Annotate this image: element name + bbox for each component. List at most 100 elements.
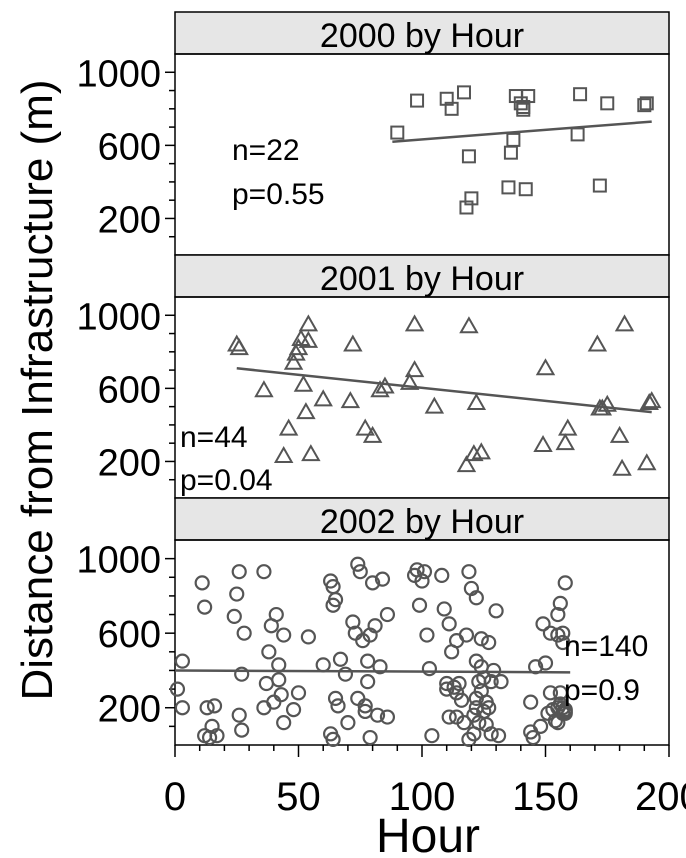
data-point-circle: [458, 627, 475, 643]
data-point-triangle: [362, 425, 383, 443]
data-point-circle: [542, 685, 559, 701]
data-point-circle: [525, 729, 541, 746]
data-point-circle: [461, 564, 477, 580]
data-point-circle: [256, 564, 272, 580]
data-point-circle: [206, 698, 223, 714]
data-point-circle: [490, 728, 507, 744]
data-point-square: [456, 85, 471, 100]
data-point-triangle: [614, 314, 635, 332]
data-point-circle: [325, 731, 341, 748]
data-point-circle: [268, 606, 284, 623]
data-point-circle: [169, 681, 186, 697]
trend-line: [392, 120, 652, 143]
y-tick-label: 600: [98, 369, 161, 411]
data-point-square: [410, 93, 425, 108]
data-point-circle: [434, 567, 450, 584]
data-point-triangle: [293, 374, 314, 392]
data-point-triangle: [555, 433, 575, 451]
data-point-circle: [550, 715, 566, 731]
data-point-circle: [523, 694, 539, 710]
data-point-circle: [201, 729, 218, 746]
n-label: n=140: [564, 630, 648, 663]
panel-3: 2002 by Hour 200 600 1000 n=140 p=0.9: [76, 497, 670, 748]
p-label: p=0.04: [180, 464, 273, 497]
data-point-circle: [229, 586, 245, 602]
data-point-circle: [174, 653, 191, 669]
y-tick-label: 600: [98, 126, 161, 168]
y-tick-label: 600: [98, 614, 161, 656]
y-tick-label: 1000: [76, 53, 161, 95]
data-point-circle: [199, 700, 215, 716]
x-tick-label: 0: [164, 775, 186, 819]
data-point-circle: [550, 606, 566, 623]
data-point-square: [637, 98, 652, 113]
y-axis-title: Distance from Infrastructure (m): [13, 79, 62, 700]
data-point-triangle: [273, 445, 294, 463]
n-label: n=44: [180, 421, 248, 454]
x-axis-title: Hour: [376, 810, 480, 858]
data-point-circle: [362, 729, 378, 746]
data-point-circle: [483, 726, 499, 742]
data-point-circle: [360, 653, 376, 669]
data-point-square: [573, 87, 588, 102]
data-point-square: [464, 191, 479, 206]
data-point-circle: [327, 690, 344, 707]
data-point-circle: [372, 659, 388, 675]
data-point-circle: [266, 694, 282, 710]
data-point-circle: [273, 687, 289, 703]
p-label: p=0.9: [564, 674, 640, 707]
data-point-circle: [337, 666, 354, 682]
data-point-circle: [419, 627, 435, 643]
data-point-circle: [552, 595, 568, 611]
y-tick-label: 1000: [76, 540, 161, 582]
y-tick-label: 200: [98, 442, 161, 484]
data-point-circle: [330, 698, 346, 714]
data-point-square: [600, 96, 615, 111]
data-point-circle: [327, 592, 344, 608]
x-axis: 0 50 100 150 200: [164, 745, 686, 819]
data-point-triangle: [296, 402, 316, 420]
data-point-square: [516, 102, 531, 117]
data-point-triangle: [597, 394, 617, 412]
data-point-triangle: [641, 391, 662, 409]
data-point-circle: [340, 715, 356, 731]
data-point-circle: [226, 608, 242, 625]
data-point-triangle: [283, 352, 304, 370]
data-point-circle: [555, 625, 571, 641]
data-point-triangle: [229, 338, 249, 356]
data-point-circle: [441, 616, 457, 632]
data-point-circle: [234, 666, 250, 682]
data-point-circle: [451, 675, 467, 692]
data-point-circle: [532, 718, 549, 734]
data-point-circle: [411, 597, 428, 613]
data-point-square: [570, 127, 585, 142]
data-point-circle: [468, 590, 484, 606]
y-tick-label: 1000: [76, 296, 161, 338]
data-point-circle: [360, 674, 376, 690]
data-point-circle: [453, 692, 470, 708]
data-point-circle: [466, 707, 482, 723]
data-point-circle: [276, 627, 292, 643]
data-point-circle: [369, 707, 386, 723]
data-point-square: [461, 149, 476, 164]
panels-group: 2000 by Hour 200 600 1000 n=22 p=0.55 2001 by …: [76, 11, 670, 748]
data-point-triangle: [464, 444, 484, 462]
data-point-circle: [285, 701, 302, 718]
data-point-triangle: [355, 418, 375, 436]
x-tick-label: 50: [276, 775, 321, 819]
panel-1: 2000 by Hour 200 600 1000 n=22 p=0.55: [76, 11, 670, 256]
data-point-circle: [258, 675, 274, 692]
panel-title: 2001 by Hour: [320, 260, 524, 298]
data-point-circle: [271, 657, 287, 673]
data-point-circle: [231, 707, 247, 723]
data-point-circle: [315, 657, 331, 673]
data-point-triangle: [343, 334, 363, 352]
x-tick-label: 200: [635, 775, 686, 819]
x-tick-label: 150: [512, 775, 579, 819]
data-point-square: [444, 101, 459, 116]
trend-line: [174, 669, 571, 674]
data-point-triangle: [313, 389, 333, 407]
data-point-square: [503, 145, 518, 160]
y-tick-label: 200: [98, 199, 161, 241]
